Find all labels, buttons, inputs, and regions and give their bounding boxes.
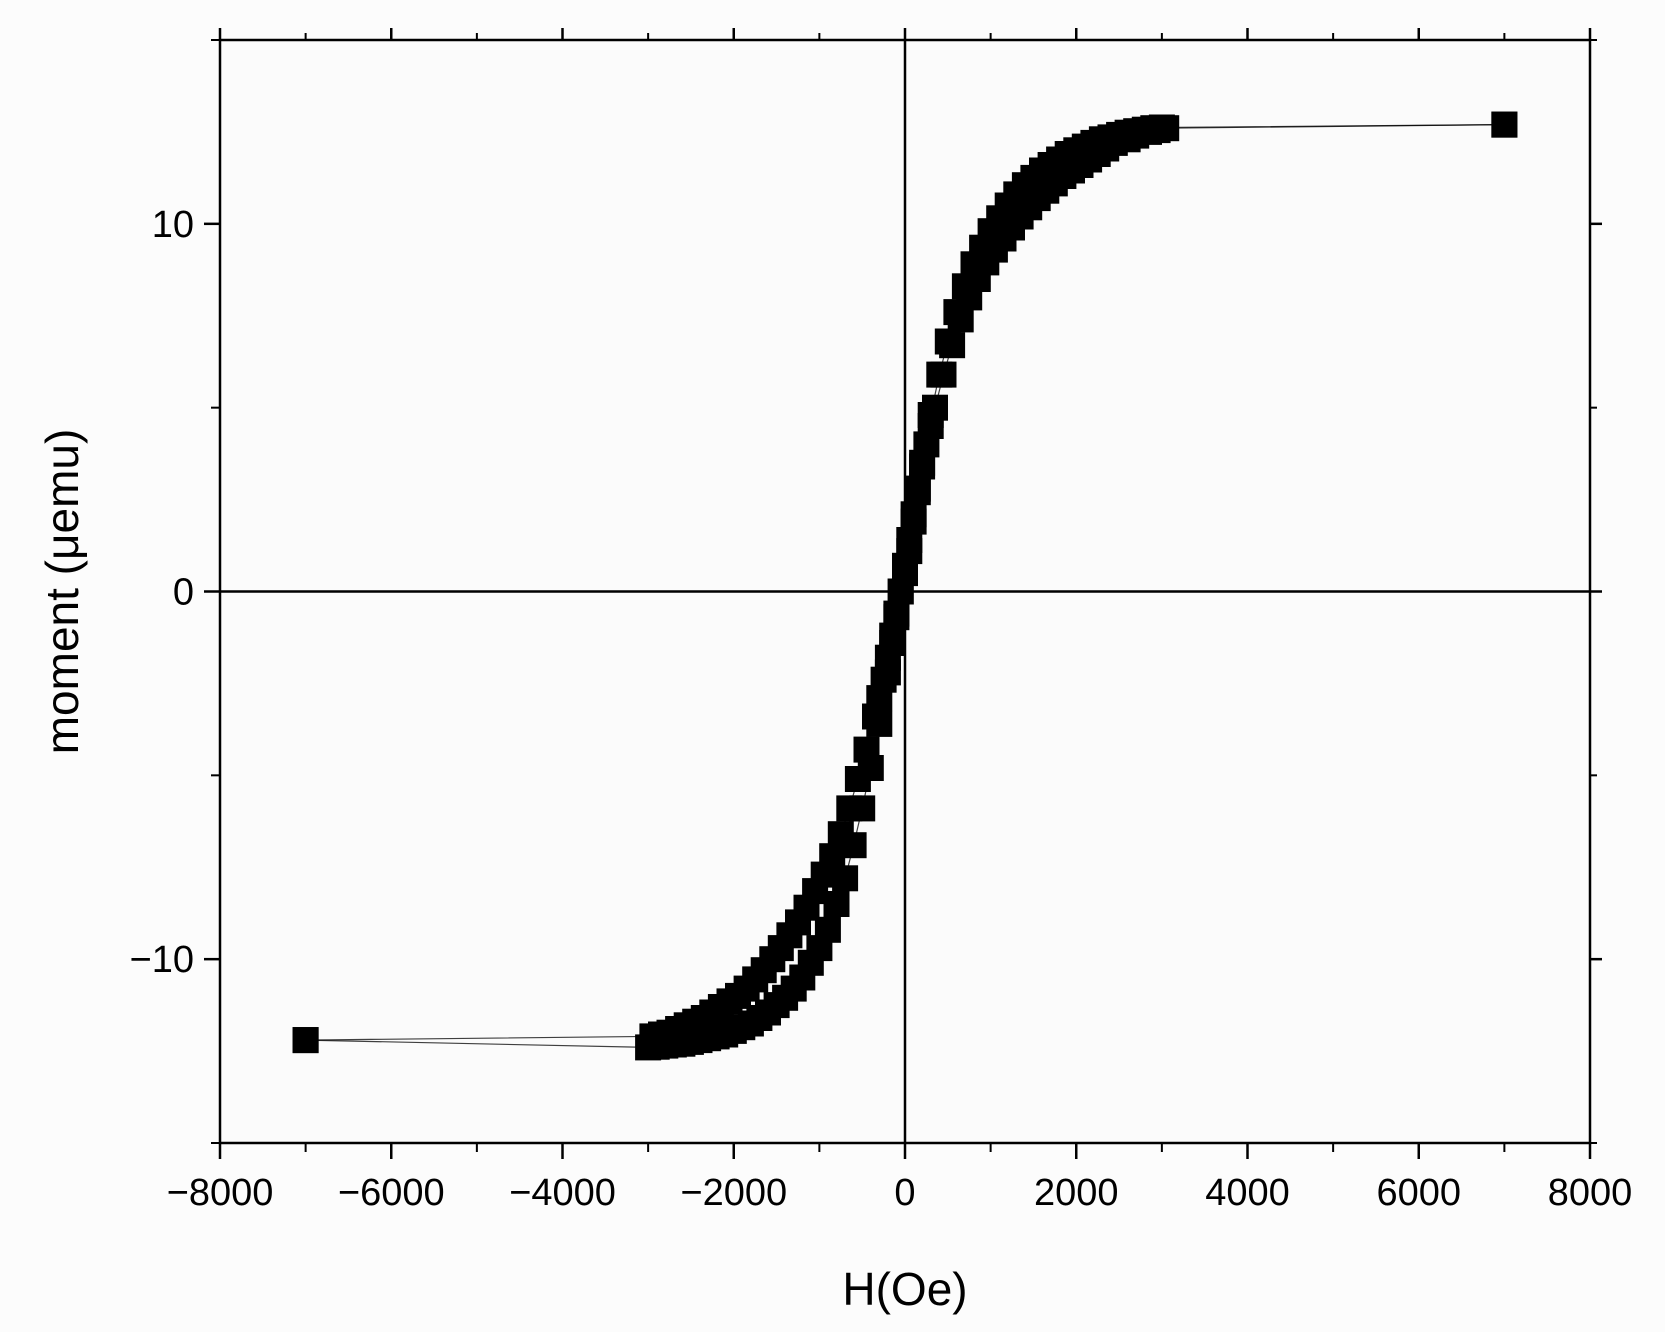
x-tick-label: 6000 <box>1376 1172 1461 1214</box>
data-point <box>951 273 978 300</box>
data-point <box>900 508 927 535</box>
data-point <box>870 666 897 693</box>
data-point <box>879 622 906 649</box>
data-point <box>904 479 931 506</box>
data-point <box>292 1027 319 1054</box>
x-tick-label: 4000 <box>1205 1172 1290 1214</box>
x-tick-label: 2000 <box>1034 1172 1119 1214</box>
x-axis-title: H(Oe) <box>842 1263 967 1315</box>
data-point <box>836 795 863 822</box>
data-point <box>874 644 901 671</box>
series-layer <box>292 111 1518 1061</box>
data-point <box>844 766 871 792</box>
y-tick-label: 10 <box>152 204 194 246</box>
axes-layer <box>204 28 1602 1159</box>
x-tick-label: 0 <box>894 1172 915 1214</box>
data-point <box>853 736 880 763</box>
x-tick-label: −6000 <box>338 1172 445 1214</box>
data-point <box>883 600 910 627</box>
labels-layer: H(Oe) moment (μemu) −8000 −6000 −4000 −2000… <box>36 204 1632 1315</box>
data-point <box>909 449 936 476</box>
y-tick-label: −10 <box>130 939 194 981</box>
data-point <box>1148 114 1175 141</box>
x-tick-label: −2000 <box>680 1172 787 1214</box>
x-tick-label: 8000 <box>1548 1172 1633 1214</box>
data-point <box>926 361 953 388</box>
data-point <box>819 843 846 870</box>
y-axis-title: moment (μemu) <box>36 429 88 755</box>
data-point <box>934 328 961 355</box>
data-point <box>896 538 923 565</box>
data-point <box>943 299 970 326</box>
y-tick-label: 0 <box>173 572 194 614</box>
data-point <box>892 560 918 587</box>
x-tick-label: −8000 <box>167 1172 274 1214</box>
x-tick-label: −4000 <box>509 1172 616 1214</box>
data-point <box>827 821 854 848</box>
data-point <box>917 402 944 428</box>
data-point <box>1491 111 1518 138</box>
